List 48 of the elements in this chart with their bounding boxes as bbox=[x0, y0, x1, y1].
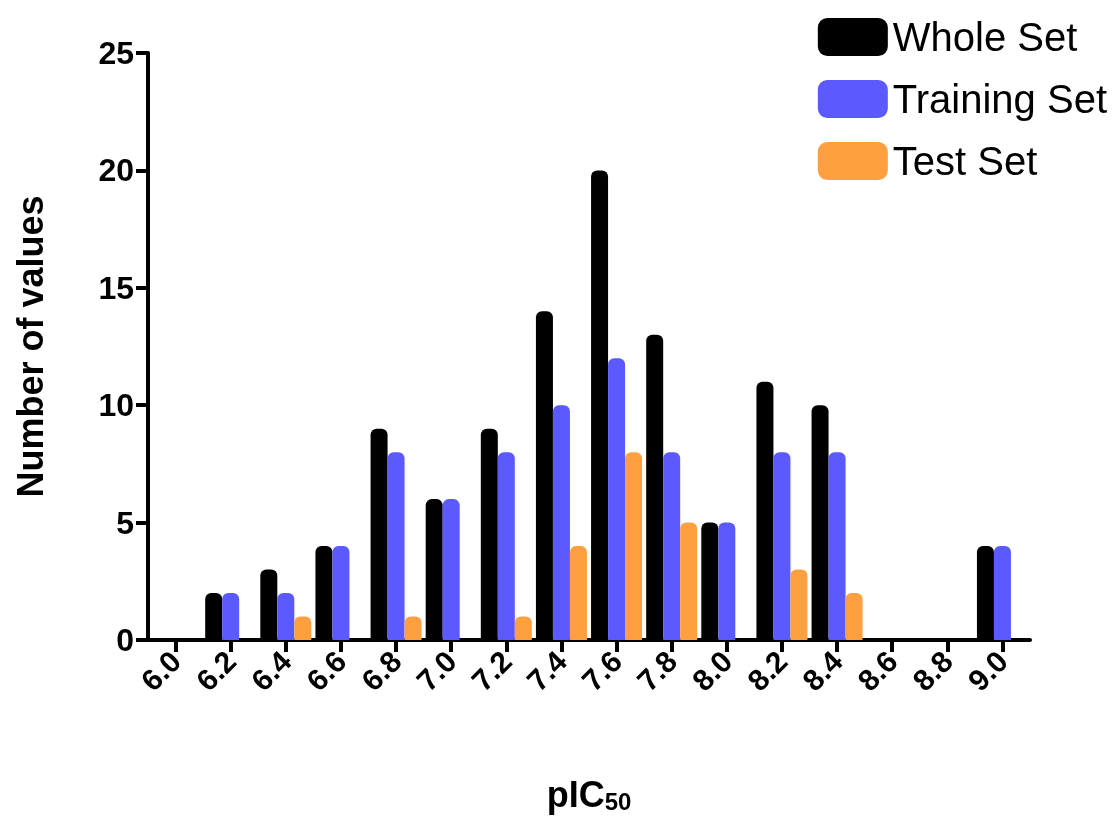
bar bbox=[608, 358, 626, 640]
bar bbox=[404, 616, 422, 640]
legend-label: Test Set bbox=[892, 139, 1038, 183]
legend-label: Training Set bbox=[892, 77, 1108, 121]
x-tick-label: 6.6 bbox=[299, 644, 353, 698]
x-tick-label: 7.4 bbox=[520, 644, 574, 698]
legend-label: Whole Set bbox=[892, 15, 1078, 59]
x-tick-label: 8.0 bbox=[685, 644, 739, 698]
x-tick-label: 7.2 bbox=[465, 644, 518, 698]
bar bbox=[790, 569, 808, 640]
bar bbox=[277, 593, 295, 640]
x-tick-label: 6.8 bbox=[354, 644, 408, 698]
x-tick-label: 7.8 bbox=[630, 644, 684, 698]
x-tick-label: 8.8 bbox=[906, 644, 959, 698]
bar bbox=[222, 593, 240, 640]
bar bbox=[442, 499, 460, 640]
bar bbox=[845, 593, 863, 640]
bar bbox=[625, 452, 643, 640]
y-tick-label: 25 bbox=[98, 35, 134, 71]
x-tick-label: 7.6 bbox=[575, 644, 629, 698]
x-tick-label: 8.2 bbox=[740, 644, 794, 698]
x-tick-label: 8.6 bbox=[851, 644, 904, 698]
y-tick-label: 20 bbox=[98, 152, 134, 189]
bar bbox=[552, 405, 570, 640]
y-tick-label: 0 bbox=[116, 622, 134, 658]
bar bbox=[332, 546, 350, 640]
x-tick-label: 9.0 bbox=[961, 644, 1015, 698]
bar bbox=[294, 616, 312, 640]
bar bbox=[828, 452, 846, 640]
y-axis-title: Number of values bbox=[9, 195, 51, 498]
bar bbox=[663, 452, 681, 640]
x-tick-label: 7.0 bbox=[410, 644, 463, 698]
bar bbox=[387, 452, 405, 640]
bar bbox=[680, 522, 698, 640]
y-tick-label: 5 bbox=[116, 504, 134, 541]
bar bbox=[993, 546, 1011, 640]
bar bbox=[514, 616, 532, 640]
x-tick-label: 6.0 bbox=[134, 644, 188, 698]
x-tick-label: 8.4 bbox=[795, 644, 849, 698]
bar bbox=[569, 546, 587, 640]
bar bbox=[773, 452, 791, 640]
x-tick-label: 6.4 bbox=[244, 644, 298, 698]
x-axis-title: pIC50 bbox=[546, 773, 632, 815]
x-tick-label: 6.2 bbox=[189, 644, 243, 698]
bar bbox=[497, 452, 515, 640]
y-tick-label: 10 bbox=[98, 387, 134, 424]
y-tick-label: 15 bbox=[98, 269, 134, 306]
bar bbox=[718, 522, 736, 640]
